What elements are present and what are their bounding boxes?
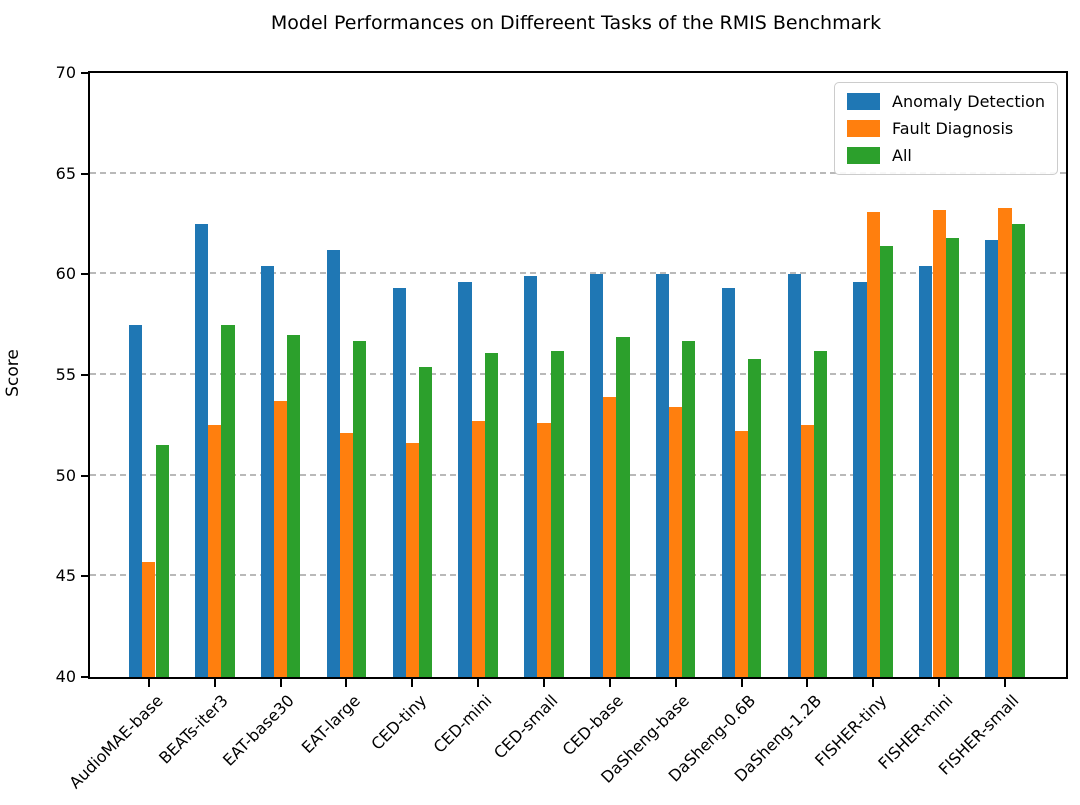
bar-anomaly-detection-ced-mini [458,282,472,677]
gridline-y-65 [90,171,1066,174]
bar-anomaly-detection-fisher-tiny [853,282,867,677]
bar-anomaly-detection-dasheng-1-2b [787,274,801,677]
bar-all-dasheng-base [682,340,696,677]
x-tick-mark-audiomae-base [147,679,150,687]
y-tick-mark-45 [81,575,88,578]
y-tick-mark-70 [81,72,88,74]
gridline-y-60 [90,272,1066,275]
gridline-y-55 [90,373,1066,375]
y-tick-label-40: 40 [55,667,76,686]
bar-fault-diagnosis-ced-base [603,397,617,677]
y-tick-label-70: 70 [55,63,76,82]
legend: Anomaly Detection Fault Diagnosis All [834,82,1058,175]
x-tick-mark-fisher-mini [938,679,941,687]
bar-fault-diagnosis-fisher-tiny [866,211,880,677]
bar-all-ced-mini [484,352,498,677]
y-tick-mark-65 [81,172,88,175]
x-tick-mark-eat-large [345,679,348,687]
legend-swatch-anomaly-detection [847,93,880,110]
x-tick-mark-fisher-tiny [872,679,875,687]
x-tick-mark-beats-iter3 [213,679,216,687]
y-tick-label-65: 65 [55,163,76,183]
y-tick-label-55: 55 [55,365,76,384]
legend-item-fault-diagnosis: Fault Diagnosis [847,119,1045,138]
gridline-y-45 [90,574,1066,577]
bar-fault-diagnosis-eat-base30 [274,401,288,677]
bar-anomaly-detection-fisher-mini [919,266,933,677]
bar-fault-diagnosis-ced-mini [471,421,485,677]
legend-swatch-fault-diagnosis [847,120,880,137]
bar-anomaly-detection-eat-large [326,250,340,677]
x-tick-mark-ced-tiny [411,679,414,687]
x-tick-mark-fisher-small [1003,679,1006,687]
x-tick-mark-eat-base30 [279,679,282,687]
bar-all-eat-base30 [287,334,301,677]
bar-anomaly-detection-ced-tiny [392,288,406,677]
bar-all-dasheng-0-6b [748,358,762,677]
bar-fault-diagnosis-dasheng-base [669,407,683,677]
x-tick-mark-dasheng-base [674,679,677,687]
bar-anomaly-detection-dasheng-0-6b [721,288,735,677]
bar-fault-diagnosis-dasheng-0-6b [734,431,749,677]
x-tick-mark-dasheng-1-2b [806,679,809,687]
bar-fault-diagnosis-ced-tiny [405,443,419,677]
bar-anomaly-detection-dasheng-base [655,274,670,677]
bar-fault-diagnosis-dasheng-1-2b [800,425,814,677]
legend-item-anomaly-detection: Anomaly Detection [847,92,1045,111]
chart-title: Model Performances on Differeent Tasks o… [270,12,882,34]
x-tick-mark-ced-small [543,679,545,687]
legend-label-all: All [892,146,912,165]
bar-all-fisher-mini [945,238,959,677]
bar-anomaly-detection-ced-base [590,274,604,677]
x-tick-mark-dasheng-0-6b [740,679,743,687]
bar-all-eat-large [353,340,367,677]
y-tick-label-60: 60 [55,264,76,284]
bar-fault-diagnosis-ced-small [537,423,551,677]
legend-label-fault-diagnosis: Fault Diagnosis [892,119,1014,138]
x-tick-label-ced-mini: CED-mini [429,691,496,757]
bar-all-audiomae-base [155,445,169,677]
x-tick-label-ced-small: CED-small [490,691,562,763]
x-tick-label-audiomae-base: AudioMAE-base [65,691,167,793]
bar-all-ced-tiny [418,366,433,677]
bar-all-dasheng-1-2b [814,350,828,677]
bar-all-ced-small [550,350,564,677]
legend-swatch-all [847,147,880,164]
y-tick-label-45: 45 [55,566,76,586]
bar-all-fisher-tiny [879,246,894,677]
x-tick-mark-ced-base [608,679,611,687]
plot-area: Anomaly Detection Fault Diagnosis All 40 45… [56,65,1068,792]
y-axis-label: Score [3,349,23,397]
bar-fault-diagnosis-eat-large [339,433,354,677]
y-tick-mark-50 [81,474,88,477]
bar-anomaly-detection-beats-iter3 [194,224,209,677]
bar-fault-diagnosis-fisher-small [998,207,1012,677]
bar-all-fisher-small [1011,224,1025,677]
bar-all-ced-base [616,336,630,677]
y-tick-mark-55 [81,374,88,376]
bar-fault-diagnosis-fisher-mini [932,209,946,677]
bar-anomaly-detection-eat-base30 [260,266,274,677]
bar-anomaly-detection-audiomae-base [129,324,143,677]
x-tick-label-ced-base: CED-base [559,691,628,760]
bar-anomaly-detection-ced-small [524,276,538,677]
legend-label-anomaly-detection: Anomaly Detection [892,92,1045,111]
x-tick-mark-ced-mini [477,679,480,687]
y-tick-mark-60 [81,273,88,276]
y-tick-mark-40 [81,676,88,678]
legend-item-all: All [847,146,1045,165]
y-tick-label-50: 50 [55,465,76,485]
bar-all-beats-iter3 [221,324,235,677]
bar-fault-diagnosis-audiomae-base [142,562,156,677]
x-tick-label-eat-large: EAT-large [297,691,364,758]
gridline-y-50 [90,473,1066,476]
x-tick-label-ced-tiny: CED-tiny [367,691,430,754]
bar-fault-diagnosis-beats-iter3 [208,425,222,677]
bar-anomaly-detection-fisher-small [985,240,999,677]
